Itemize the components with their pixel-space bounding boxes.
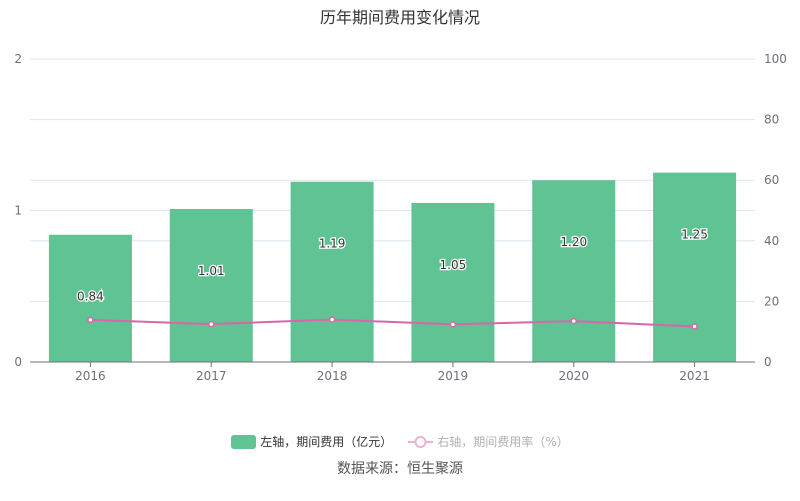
- right-axis-tick: 0: [764, 355, 772, 369]
- x-axis-tick: 2016: [75, 369, 106, 383]
- bar-series: [48, 172, 737, 362]
- line-point[interactable]: [328, 316, 336, 323]
- right-axis-tick: 80: [764, 113, 779, 127]
- line-point[interactable]: [87, 316, 94, 324]
- line-circle-icon: [408, 435, 434, 448]
- right-axis-tick: 60: [764, 173, 779, 187]
- bar-value-label: 1.20: [560, 235, 587, 249]
- bar-value-label: 1.01: [198, 264, 225, 278]
- right-axis-tick: 40: [764, 234, 779, 248]
- bar[interactable]: [290, 181, 374, 362]
- bar-value-label: 1.05: [440, 258, 467, 272]
- chart-title: 历年期间费用变化情况: [319, 8, 480, 27]
- bar-swatch-icon: [231, 434, 257, 449]
- right-axis-tick: 100: [764, 52, 787, 66]
- bar-value-labels: 0.84 1.01 1.19 1.05 1.20 1.25: [76, 226, 709, 305]
- x-axis-tick: 2020: [558, 369, 589, 383]
- bar[interactable]: [653, 172, 737, 362]
- x-axis-tick: 2021: [679, 369, 710, 383]
- legend-item-line[interactable]: 右轴，期间费用率（%）: [408, 433, 569, 450]
- bar[interactable]: [169, 208, 253, 362]
- left-axis-tick: 1: [14, 204, 22, 218]
- left-axis-tick: 2: [14, 52, 22, 66]
- x-axis-tick: 2019: [438, 369, 469, 383]
- line-series: [87, 316, 698, 330]
- grid-lines: [30, 58, 755, 302]
- left-axis: 0 1 2: [14, 52, 22, 369]
- bar-value-label: 0.84: [77, 290, 104, 304]
- legend-item-bar[interactable]: 左轴，期间费用（亿元）: [231, 433, 392, 450]
- data-source: 数据来源：恒生聚源: [337, 461, 463, 477]
- x-axis: 2016 2017 2018 2019 2020 2021: [75, 362, 710, 383]
- x-axis-tick: 2018: [317, 369, 348, 383]
- line-point[interactable]: [449, 321, 457, 328]
- line-point[interactable]: [570, 317, 577, 325]
- x-axis-tick: 2017: [196, 369, 227, 383]
- line-point[interactable]: [691, 323, 698, 330]
- right-axis: 0 20 40 60 80 100: [764, 52, 787, 369]
- line-point[interactable]: [208, 320, 215, 328]
- legend-line-label: 右轴，期间费用率（%）: [437, 435, 569, 449]
- bar[interactable]: [411, 202, 495, 362]
- right-axis-tick: 20: [764, 294, 779, 308]
- bar-value-label: 1.19: [319, 237, 346, 251]
- bar[interactable]: [48, 234, 132, 362]
- legend: 左轴，期间费用（亿元） 右轴，期间费用率（%）: [0, 433, 800, 450]
- bar-value-label: 1.25: [681, 228, 708, 242]
- legend-bar-label: 左轴，期间费用（亿元）: [260, 435, 393, 449]
- left-axis-tick: 0: [14, 355, 22, 369]
- bar[interactable]: [532, 180, 616, 362]
